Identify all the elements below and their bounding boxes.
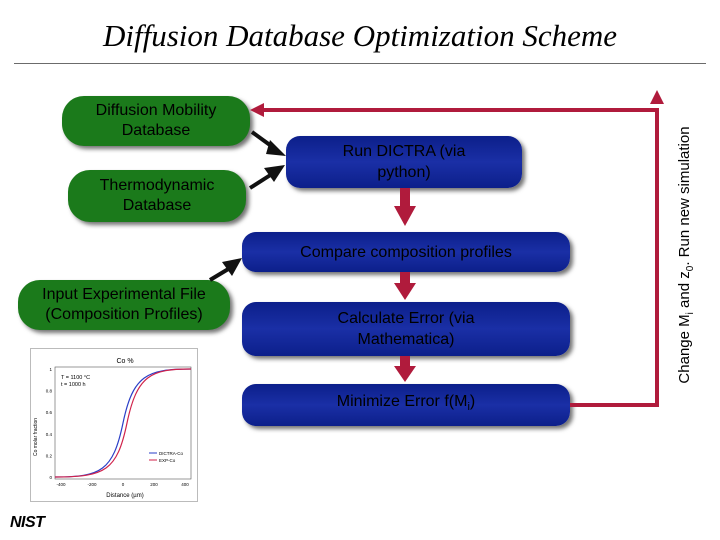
experimental-file-box: Input Experimental File (Composition Pro… [18,280,230,330]
plot-x-tick-label: -400 [56,482,66,487]
plot-y-tick-label: 0.6 [46,410,53,415]
down-arrow-2 [394,272,416,300]
legend-dictra: DICTRA-Co [159,451,183,456]
plot-title: Co % [116,358,133,365]
run-dictra-box: Run DICTRA (via python) [286,136,522,188]
nist-logo: NIST [10,514,47,531]
plot-x-label: Distance (µm) [106,493,143,499]
thermodynamic-database-box: Thermodynamic Database [68,170,246,222]
feedback-loop-arrow [258,108,659,407]
plot-y-label: Co molar fraction [33,418,39,456]
nist-logo-text: NIST [10,514,46,531]
mobility-to-dictra-arrow [250,130,286,156]
plot-y-ticks: 1 0.8 0.6 0.4 0.2 0 [46,367,53,480]
compare-profiles-label: Compare composition profiles [300,243,512,261]
minimize-error-box: Minimize Error f(Mi) [242,384,570,426]
plot-x-tick-label: -200 [87,482,97,487]
diffusion-mobility-database-label: Diffusion Mobility Database [95,102,217,139]
feedback-loop-arrowhead-left [250,103,264,117]
run-dictra-label: Run DICTRA (via python) [342,143,466,181]
plot-y-tick-label: 0.4 [46,432,53,437]
down-arrow-3 [394,356,416,382]
page-title: Diffusion Database Optimization Scheme [102,18,618,53]
title-divider [14,63,706,64]
experimental-curve [54,368,192,478]
calculate-error-label: Calculate Error (via Mathematica) [337,310,475,348]
down-arrow-1 [394,188,416,226]
legend-exp: EXP-Co [159,458,176,463]
plot-time: t = 1000 h [61,382,86,388]
experimental-file-label: Input Experimental File (Composition Pro… [42,286,206,323]
plot-y-tick-label: 0 [49,475,52,480]
plot-x-tick-label: 0 [122,482,125,487]
thermo-to-dictra-arrow [248,165,285,190]
dictra-curve [54,368,192,478]
plot-temperature: T = 1100 °C [61,375,90,381]
plot-frame [54,366,192,480]
thermodynamic-database-label: Thermodynamic Database [99,177,215,214]
experimental-to-compare-arrow [208,258,242,282]
plot-y-tick-label: 1 [49,367,52,372]
diffusion-mobility-database-box: Diffusion Mobility Database [62,96,250,146]
compare-profiles-box: Compare composition profiles [242,232,570,272]
plot-y-tick-label: 0.8 [46,389,53,394]
plot-x-tick-label: 200 [150,482,158,487]
feedback-loop-arrowhead-up [650,90,664,104]
composition-profile-chart: Co % T = 1100 °C t = 1000 h 1 0.8 0.6 0.4 0.… [33,358,192,499]
minimize-error-label: Minimize Error f(Mi) [336,393,476,414]
composition-profile-plot: Co % T = 1100 °C t = 1000 h 1 0.8 0.6 0.4 0.… [30,348,198,502]
plot-y-tick-label: 0.2 [46,453,53,458]
calculate-error-box: Calculate Error (via Mathematica) [242,302,570,356]
plot-x-ticks: -400 -200 0 200 400 [56,482,189,487]
plot-x-tick-label: 400 [181,482,189,487]
